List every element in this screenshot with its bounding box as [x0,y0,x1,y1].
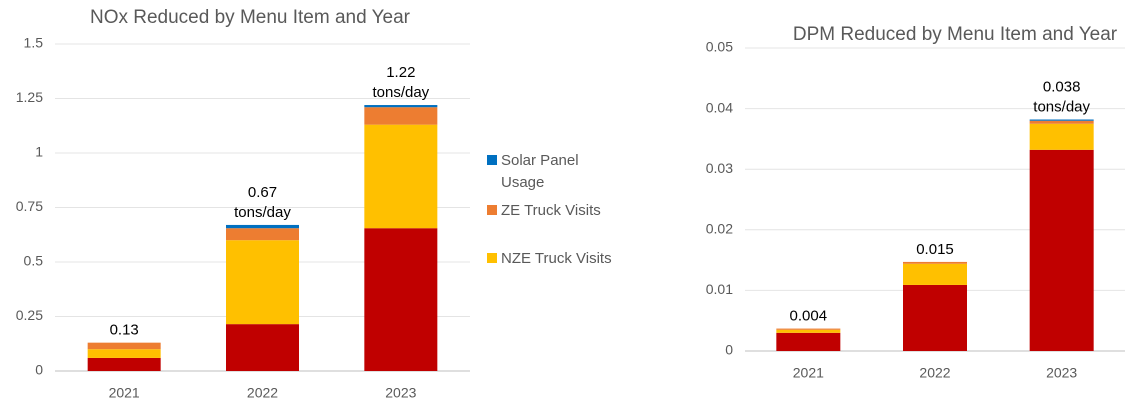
x-tick-label: 2023 [1046,365,1077,381]
bar-segment [1029,123,1094,150]
y-tick-label: 0.03 [706,160,733,176]
y-tick-label: 0.01 [706,281,733,297]
total-label: tons/day [372,84,429,101]
bar-segment [776,332,841,351]
bar-segment [226,228,299,241]
total-label: 0.015 [916,241,954,258]
x-tick-label: 2023 [385,385,416,401]
legend-swatch [487,155,497,165]
y-tick-label: 0 [35,362,43,378]
y-tick-label: 1.25 [16,89,43,105]
bar-segment [364,124,438,229]
total-label: tons/day [1033,98,1090,115]
y-tick-label: 0 [725,342,733,358]
total-label: 1.22 [386,64,415,81]
bar-segment [903,261,967,264]
y-tick-label: 0.02 [706,221,733,237]
legend-entry: Solar Panel Usage [487,150,616,194]
bar-segment [226,224,299,229]
chart-title: DPM Reduced by Menu Item and Year [793,24,1118,45]
legend-entry: NZE Truck Visits [487,248,616,270]
bar-segment [87,349,161,358]
y-tick-label: 1.5 [24,35,44,51]
total-label: 0.13 [110,322,139,339]
legend-entry: ZE Truck Visits [487,200,616,222]
legend-label: ZE Truck Visits [501,202,601,219]
legend-label: Solar Panel Usage [501,152,579,191]
legend-swatch [487,205,497,215]
bar-segment [226,240,299,325]
y-tick-label: 1 [35,144,43,160]
bar-segment [87,342,161,350]
y-tick-label: 0.04 [706,99,733,115]
y-tick-label: 0.75 [16,198,43,214]
x-tick-label: 2022 [919,365,950,381]
x-tick-label: 2022 [247,385,278,401]
legend-label: NZE Truck Visits [501,250,612,267]
bar-segment [776,329,841,333]
y-tick-label: 0.25 [16,307,43,323]
total-label: tons/day [234,204,291,221]
bar-segment [903,284,967,351]
bar-segment [1029,120,1094,124]
bar-segment [776,328,841,330]
bar-segment [87,357,161,371]
bar-segment [226,324,299,371]
bar-segment [1029,149,1094,351]
bar-segment [364,228,438,371]
bar-segment [364,105,438,108]
bar-segment [1029,119,1094,121]
x-tick-label: 2021 [109,385,140,401]
bar-segment [364,107,438,125]
chart-title: NOx Reduced by Menu Item and Year [90,7,411,28]
bar-segment [903,263,967,285]
legend-swatch [487,253,497,263]
y-tick-label: 0.05 [706,39,733,55]
total-label: 0.004 [790,308,828,325]
x-tick-label: 2021 [793,365,824,381]
total-label: 0.67 [248,184,277,201]
y-tick-label: 0.5 [24,253,44,269]
total-label: 0.038 [1043,78,1081,95]
